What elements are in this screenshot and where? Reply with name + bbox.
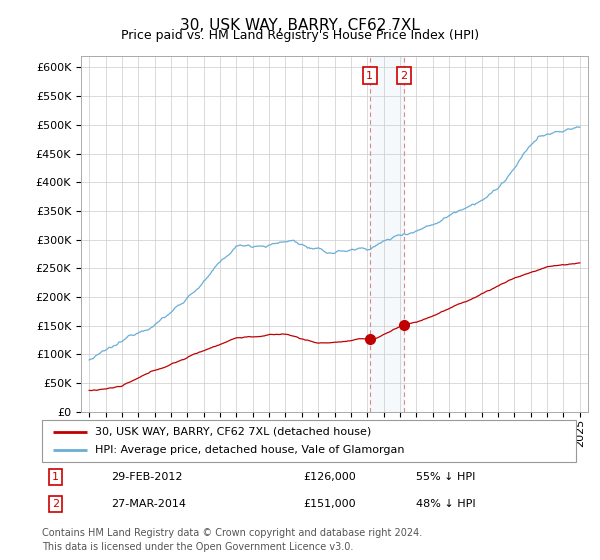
Text: £151,000: £151,000 bbox=[304, 499, 356, 509]
Text: 2: 2 bbox=[52, 499, 59, 509]
Text: 30, USK WAY, BARRY, CF62 7XL: 30, USK WAY, BARRY, CF62 7XL bbox=[180, 18, 420, 33]
Bar bbox=[370, 56, 404, 412]
Text: 48% ↓ HPI: 48% ↓ HPI bbox=[416, 499, 475, 509]
Text: HPI: Average price, detached house, Vale of Glamorgan: HPI: Average price, detached house, Vale… bbox=[95, 445, 405, 455]
Text: £126,000: £126,000 bbox=[304, 472, 356, 482]
Text: 27-MAR-2014: 27-MAR-2014 bbox=[112, 499, 187, 509]
Text: 55% ↓ HPI: 55% ↓ HPI bbox=[416, 472, 475, 482]
Text: 2: 2 bbox=[400, 71, 407, 81]
Text: 29-FEB-2012: 29-FEB-2012 bbox=[112, 472, 183, 482]
Text: 1: 1 bbox=[367, 71, 373, 81]
Text: Contains HM Land Registry data © Crown copyright and database right 2024.
This d: Contains HM Land Registry data © Crown c… bbox=[42, 528, 422, 552]
Text: 1: 1 bbox=[52, 472, 59, 482]
Text: 30, USK WAY, BARRY, CF62 7XL (detached house): 30, USK WAY, BARRY, CF62 7XL (detached h… bbox=[95, 427, 371, 437]
Text: Price paid vs. HM Land Registry's House Price Index (HPI): Price paid vs. HM Land Registry's House … bbox=[121, 29, 479, 42]
